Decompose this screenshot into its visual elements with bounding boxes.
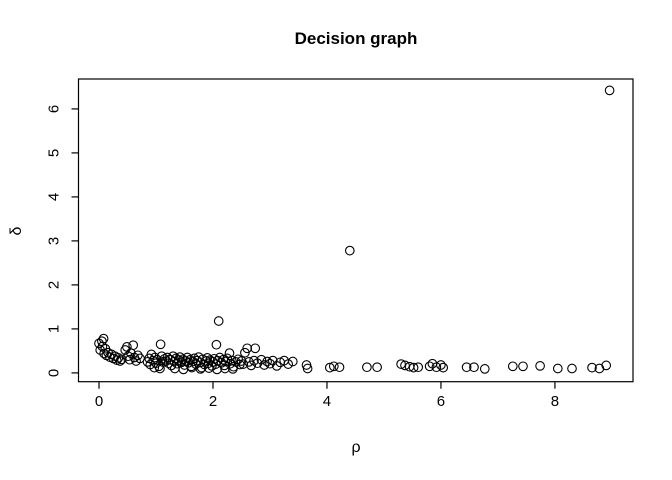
data-point xyxy=(283,359,294,369)
data-point xyxy=(98,333,109,344)
data-point xyxy=(334,362,345,373)
data-point xyxy=(115,356,125,366)
data-point xyxy=(97,341,108,352)
data-point xyxy=(328,361,339,372)
data-point xyxy=(211,339,222,350)
data-point xyxy=(431,362,442,373)
data-point xyxy=(242,343,253,354)
data-point xyxy=(124,354,135,365)
data-point xyxy=(228,361,239,372)
data-point xyxy=(424,361,435,372)
data-point xyxy=(213,316,224,326)
data-point xyxy=(132,350,143,361)
x-axis-label: ρ xyxy=(351,439,361,456)
data-point xyxy=(413,362,424,373)
data-point xyxy=(177,354,188,365)
data-point xyxy=(372,362,382,373)
data-point xyxy=(271,361,282,371)
data-point xyxy=(324,362,335,373)
x-tick-label: 4 xyxy=(323,393,331,410)
y-tick-label: 3 xyxy=(46,237,63,245)
data-point xyxy=(469,362,479,373)
data-point xyxy=(259,360,270,370)
x-tick-label: 6 xyxy=(437,393,445,410)
data-point xyxy=(150,352,160,363)
data-point xyxy=(155,339,166,350)
data-point xyxy=(438,362,449,373)
x-tick-label: 0 xyxy=(95,393,103,410)
x-tick-label: 8 xyxy=(551,393,559,410)
data-point xyxy=(256,354,267,365)
data-point xyxy=(265,358,275,369)
data-point xyxy=(535,361,545,371)
plot-box xyxy=(77,78,634,383)
data-point xyxy=(222,353,233,364)
data-point xyxy=(552,363,563,374)
data-point xyxy=(408,362,419,373)
data-point xyxy=(250,343,261,354)
data-point xyxy=(344,245,355,256)
x-tick-label: 2 xyxy=(209,393,217,410)
data-point xyxy=(601,360,612,371)
data-point xyxy=(122,342,132,352)
data-point xyxy=(287,356,298,367)
data-point xyxy=(116,354,127,365)
data-point xyxy=(262,356,272,367)
data-point xyxy=(302,363,313,374)
data-point xyxy=(436,360,446,370)
y-tick-label: 0 xyxy=(46,369,63,377)
y-tick-label: 1 xyxy=(46,325,63,333)
data-point xyxy=(249,355,259,366)
data-point xyxy=(362,362,372,373)
data-point xyxy=(155,363,165,374)
y-tick-label: 4 xyxy=(46,193,63,201)
data-point xyxy=(128,340,139,351)
y-tick-label: 6 xyxy=(46,105,63,113)
data-point xyxy=(507,361,518,372)
data-point xyxy=(604,85,615,96)
data-point xyxy=(461,362,472,373)
data-point xyxy=(587,362,597,373)
data-point xyxy=(518,361,528,372)
data-point xyxy=(224,348,235,358)
y-tick-label: 2 xyxy=(46,281,63,289)
data-point xyxy=(567,363,577,374)
data-point xyxy=(246,360,257,371)
data-point xyxy=(396,359,406,369)
data-point xyxy=(146,349,157,360)
chart-title: Decision graph xyxy=(294,29,418,48)
y-tick-label: 5 xyxy=(46,149,63,157)
data-point xyxy=(479,364,490,374)
